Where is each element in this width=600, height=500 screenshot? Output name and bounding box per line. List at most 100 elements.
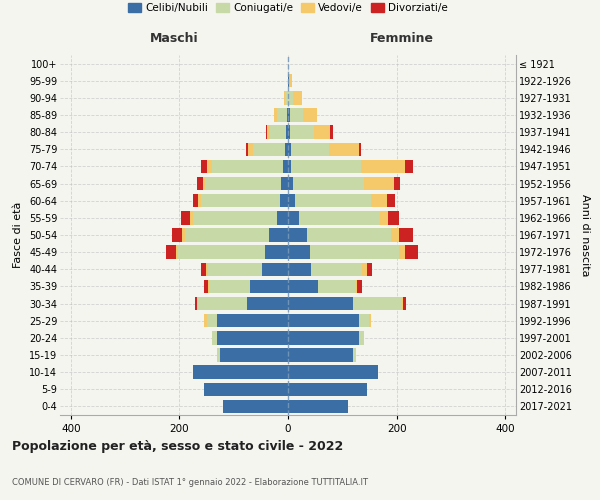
- Bar: [223, 400, 288, 413]
- Bar: [268, 126, 270, 139]
- Bar: [245, 142, 248, 156]
- Bar: [359, 331, 364, 344]
- Bar: [280, 194, 288, 207]
- Bar: [212, 331, 217, 344]
- Bar: [269, 228, 288, 241]
- Bar: [288, 348, 353, 362]
- Bar: [290, 126, 314, 139]
- Bar: [199, 297, 247, 310]
- Bar: [270, 126, 286, 139]
- Bar: [358, 280, 362, 293]
- Bar: [293, 91, 302, 104]
- Bar: [356, 280, 358, 293]
- Bar: [285, 142, 288, 156]
- Legend: Celibi/Nubili, Coniugati/e, Vedovi/e, Divorziati/e: Celibi/Nubili, Coniugati/e, Vedovi/e, Di…: [124, 0, 452, 18]
- Bar: [364, 177, 394, 190]
- Bar: [185, 228, 269, 241]
- Bar: [291, 160, 361, 173]
- Bar: [248, 142, 253, 156]
- Text: Popolazione per età, sesso e stato civile - 2022: Popolazione per età, sesso e stato civil…: [12, 440, 343, 453]
- Bar: [205, 177, 281, 190]
- Text: Maschi: Maschi: [149, 32, 199, 44]
- Bar: [265, 246, 288, 259]
- Bar: [303, 108, 317, 122]
- Bar: [288, 262, 311, 276]
- Bar: [190, 211, 193, 224]
- Bar: [289, 74, 292, 88]
- Bar: [274, 108, 277, 122]
- Bar: [208, 280, 209, 293]
- Bar: [201, 194, 280, 207]
- Bar: [288, 160, 291, 173]
- Bar: [399, 246, 405, 259]
- Bar: [217, 314, 288, 328]
- Bar: [197, 297, 199, 310]
- Bar: [367, 262, 372, 276]
- Bar: [181, 211, 190, 224]
- Bar: [295, 194, 371, 207]
- Bar: [329, 142, 359, 156]
- Bar: [288, 74, 289, 88]
- Bar: [283, 160, 288, 173]
- Bar: [371, 194, 387, 207]
- Bar: [206, 262, 208, 276]
- Bar: [288, 400, 348, 413]
- Bar: [359, 314, 370, 328]
- Bar: [253, 142, 285, 156]
- Bar: [311, 262, 362, 276]
- Bar: [201, 160, 206, 173]
- Bar: [204, 280, 208, 293]
- Bar: [288, 366, 377, 379]
- Bar: [266, 126, 268, 139]
- Bar: [288, 108, 290, 122]
- Bar: [203, 177, 205, 190]
- Bar: [200, 262, 206, 276]
- Bar: [287, 108, 288, 122]
- Bar: [194, 297, 197, 310]
- Bar: [402, 297, 403, 310]
- Bar: [314, 126, 331, 139]
- Bar: [288, 126, 290, 139]
- Bar: [277, 211, 288, 224]
- Bar: [288, 280, 318, 293]
- Bar: [307, 228, 391, 241]
- Bar: [204, 314, 206, 328]
- Text: COMUNE DI CERVARO (FR) - Dati ISTAT 1° gennaio 2022 - Elaborazione TUTTITALIA.IT: COMUNE DI CERVARO (FR) - Dati ISTAT 1° g…: [12, 478, 368, 487]
- Bar: [206, 160, 212, 173]
- Bar: [285, 91, 288, 104]
- Bar: [199, 194, 201, 207]
- Bar: [288, 177, 293, 190]
- Bar: [288, 194, 295, 207]
- Bar: [370, 314, 371, 328]
- Bar: [359, 142, 361, 156]
- Bar: [291, 142, 329, 156]
- Bar: [284, 91, 285, 104]
- Bar: [394, 177, 400, 190]
- Bar: [220, 348, 288, 362]
- Y-axis label: Anni di nascita: Anni di nascita: [580, 194, 590, 276]
- Bar: [172, 228, 182, 241]
- Bar: [288, 331, 359, 344]
- Bar: [178, 246, 265, 259]
- Bar: [391, 228, 399, 241]
- Bar: [193, 366, 288, 379]
- Bar: [387, 194, 395, 207]
- Bar: [217, 331, 288, 344]
- Text: Femmine: Femmine: [370, 32, 434, 44]
- Bar: [288, 211, 299, 224]
- Bar: [290, 108, 303, 122]
- Bar: [353, 348, 356, 362]
- Bar: [262, 262, 288, 276]
- Bar: [353, 297, 402, 310]
- Bar: [288, 246, 310, 259]
- Bar: [204, 382, 288, 396]
- Bar: [293, 177, 364, 190]
- Bar: [288, 314, 359, 328]
- Bar: [247, 297, 288, 310]
- Bar: [388, 211, 399, 224]
- Bar: [286, 126, 288, 139]
- Bar: [310, 246, 399, 259]
- Bar: [182, 228, 185, 241]
- Bar: [405, 160, 413, 173]
- Bar: [208, 262, 262, 276]
